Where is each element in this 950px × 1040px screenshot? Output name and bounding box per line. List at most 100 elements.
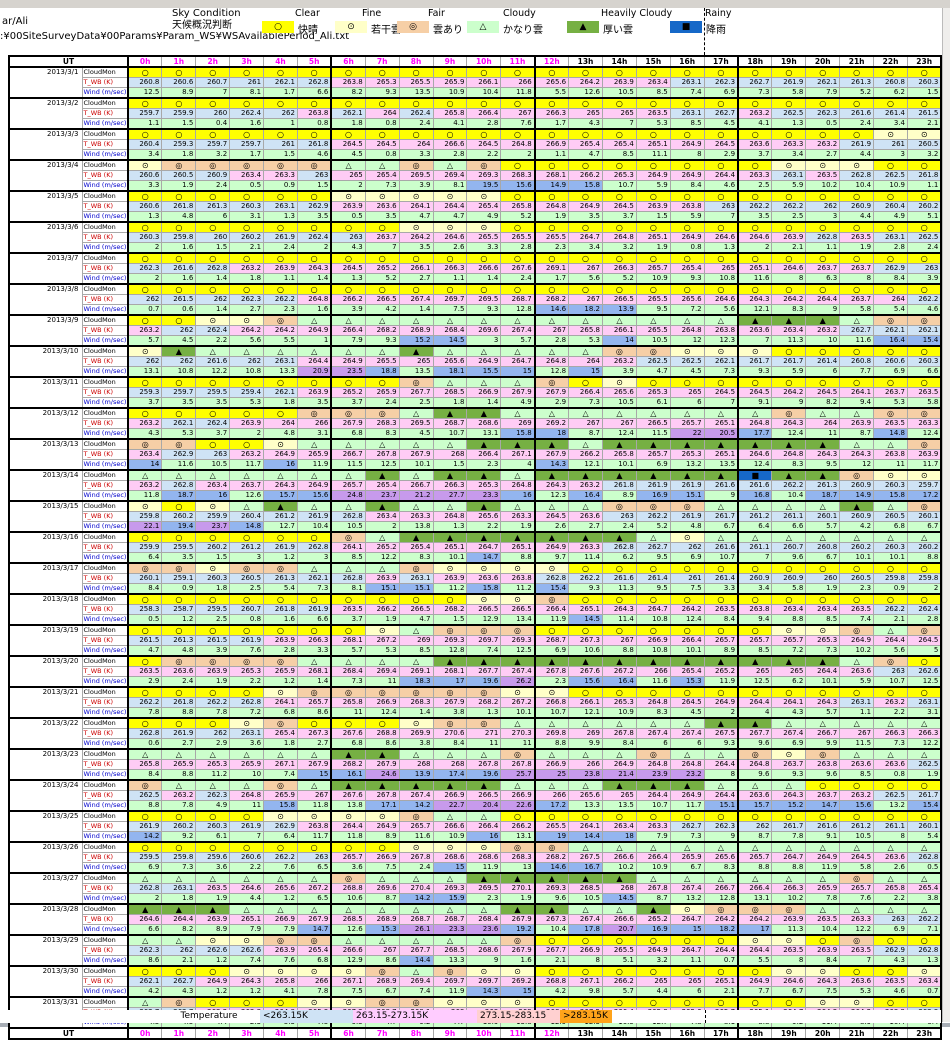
wind-cell[interactable]: 2.4 [906,242,942,254]
sky-cell[interactable]: ⊙ [805,996,841,1008]
sky-cell[interactable]: △ [466,345,502,357]
wind-cell[interactable]: 8 [873,831,908,843]
wind-cell[interactable]: 8.4 [669,180,705,192]
sky-cell[interactable]: △ [229,779,265,791]
sky-cell[interactable]: ◎ [500,841,536,853]
sky-cell[interactable]: ▲ [737,655,773,667]
temp-cell[interactable]: 260.4 [229,511,265,522]
wind-cell[interactable]: 9.5 [805,459,841,471]
wind-cell[interactable]: 10.8 [229,366,265,378]
temp-cell[interactable]: 260.8 [873,77,908,88]
wind-cell[interactable]: 10.2 [805,180,841,192]
temp-cell[interactable]: 267.9 [364,759,400,770]
temp-cell[interactable]: 265.9 [263,666,298,677]
wind-cell[interactable]: 2.1 [703,986,739,998]
temp-cell[interactable]: 267.4 [635,728,671,739]
temp-cell[interactable]: 260.8 [839,356,875,367]
wind-cell[interactable]: 9.6 [737,738,773,750]
sky-cell[interactable]: ◎ [398,159,434,171]
wind-cell[interactable]: 15.1 [398,583,434,595]
temp-cell[interactable]: 262.9 [263,821,298,832]
wind-cell[interactable]: 13.1 [466,428,502,440]
wind-cell[interactable]: 15.8 [568,180,603,192]
temp-cell[interactable]: 265.4 [601,139,637,150]
wind-cell[interactable]: 7.3 [330,676,366,688]
wind-cell[interactable]: 3.7 [330,397,366,409]
wind-cell[interactable]: 7.4 [669,87,705,99]
temp-cell[interactable]: 261.8 [296,139,332,150]
temp-cell[interactable]: 259.5 [195,387,231,398]
temp-cell[interactable]: 259.8 [906,573,942,584]
temp-cell[interactable]: 261.2 [737,511,773,522]
temp-cell[interactable]: 265.5 [533,821,570,832]
sky-cell[interactable]: ○ [669,934,705,946]
wind-cell[interactable]: 10.7 [432,428,468,440]
temp-cell[interactable]: 262 [805,201,841,212]
wind-cell[interactable]: 15.2 [398,335,434,347]
sky-cell[interactable]: △ [398,934,434,946]
sky-cell[interactable]: △ [330,903,366,915]
sky-cell[interactable]: ○ [601,128,637,140]
wind-cell[interactable]: 12.3 [533,490,570,502]
wind-cell[interactable]: 4.7 [568,149,603,161]
wind-cell[interactable]: 19.6 [466,676,502,688]
temp-cell[interactable]: 265.7 [703,635,739,646]
wind-cell[interactable]: 9.3 [669,273,705,285]
sky-cell[interactable]: △ [432,159,468,171]
wind-cell[interactable]: 9 [703,831,739,843]
sky-cell[interactable]: △ [839,438,875,450]
wind-cell[interactable]: 3.7 [601,211,637,223]
wind-cell[interactable]: 7.1 [906,924,942,936]
wind-cell[interactable]: 10.8 [161,366,197,378]
wind-cell[interactable]: 2.4 [500,273,536,285]
sky-cell[interactable]: ▲ [635,779,671,791]
sky-cell[interactable]: △ [568,345,603,357]
sky-cell[interactable]: △ [805,717,841,729]
wind-cell[interactable]: 7.9 [805,87,841,99]
sky-cell[interactable]: ○ [669,965,705,977]
wind-cell[interactable]: 1.4 [296,676,332,688]
temp-cell[interactable]: 259.9 [195,511,231,522]
temp-cell[interactable]: 267.3 [533,914,570,925]
sky-cell[interactable]: △ [873,872,908,884]
wind-cell[interactable]: 8.7 [635,893,671,905]
wind-cell[interactable]: 5.4 [263,583,298,595]
wind-cell[interactable]: 10.1 [500,707,536,719]
sky-cell[interactable]: △ [533,717,570,729]
temp-cell[interactable]: 267 [533,325,570,336]
wind-cell[interactable]: 3.9 [398,180,434,192]
temp-cell[interactable]: 262.8 [229,697,265,708]
wind-cell[interactable]: 5.3 [839,986,875,998]
sky-cell[interactable]: ▲ [703,655,739,667]
wind-cell[interactable]: 16.4 [568,490,603,502]
sky-cell[interactable]: △ [500,779,536,791]
temp-cell[interactable]: 267 [568,294,603,305]
temp-cell[interactable]: 265.5 [500,232,536,243]
temp-cell[interactable]: 264.4 [703,790,739,801]
sky-cell[interactable]: ○ [703,810,739,822]
wind-cell[interactable]: 1.5 [263,149,298,161]
temp-cell[interactable]: 263.7 [771,759,807,770]
temp-cell[interactable]: 263.7 [805,790,841,801]
wind-cell[interactable]: 27.7 [432,490,468,502]
sky-cell[interactable]: ○ [601,221,637,233]
wind-cell[interactable]: 4 [500,459,536,471]
sky-cell[interactable]: ◎ [906,624,942,636]
wind-cell[interactable]: 16 [500,490,536,502]
sky-cell[interactable]: ▲ [568,655,603,667]
temp-cell[interactable]: 267 [364,945,400,956]
sky-cell[interactable]: ◎ [873,407,908,419]
sky-cell[interactable]: ⊙ [805,965,841,977]
wind-cell[interactable]: 15.2 [771,800,807,812]
wind-cell[interactable]: 1.6 [229,118,265,130]
wind-cell[interactable]: 6.7 [364,986,400,998]
wind-cell[interactable]: 18.7 [805,490,841,502]
sky-cell[interactable]: ○ [873,965,908,977]
sky-cell[interactable]: ○ [568,159,603,171]
temp-cell[interactable]: 263.9 [263,263,298,274]
sky-cell[interactable]: △ [737,872,773,884]
wind-cell[interactable]: 11.2 [195,769,231,781]
wind-cell[interactable]: 12.7 [263,521,298,533]
temp-cell[interactable]: 270.1 [500,883,536,894]
temp-cell[interactable]: 263 [873,914,908,925]
